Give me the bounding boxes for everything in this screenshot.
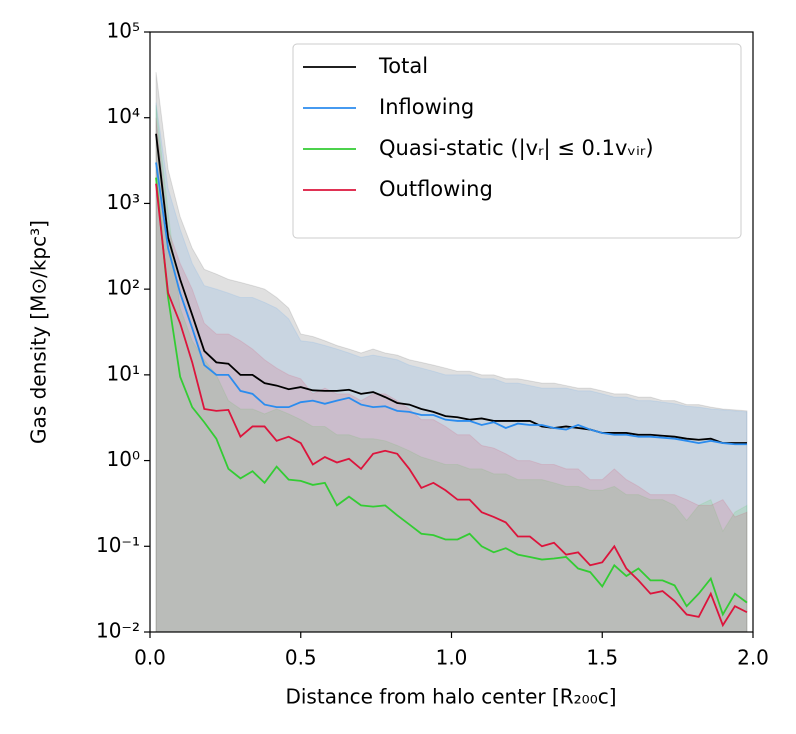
legend-box [292,43,742,239]
y-tick-label: 10⁻² [96,619,140,643]
y-tick-label: 10² [107,276,140,300]
range-band [155,105,748,632]
range-band [155,102,748,632]
y-tick-label: 10⁴ [107,104,140,128]
y-tick-label: 10⁵ [107,19,140,43]
x-tick-label: 1.5 [586,646,618,670]
plot-area [155,72,748,632]
range-band [155,117,748,632]
y-tick-label: 10³ [107,190,140,214]
legend-label: Inflowing [379,95,474,119]
legend-label: Quasi-static (|vᵣ| ≤ 0.1vᵥᵢᵣ) [379,136,654,161]
x-tick-label: 0.0 [134,646,166,670]
y-tick-label: 10⁰ [107,447,140,471]
series-line [155,133,747,444]
x-tick-label: 0.5 [285,646,317,670]
range-band [155,72,748,632]
y-tick-label: 10⁻¹ [96,533,140,557]
series-line [155,183,748,628]
y-axis-label: Gas density [M⊙/kpc³] [27,220,51,444]
x-tick-label: 1.0 [436,646,468,670]
series-line [155,177,748,617]
legend: Total Inflowing Quasi-static (|vᵣ| ≤ 0.1vᵥ… [292,43,742,239]
legend-label: Outflowing [379,177,493,201]
x-axis-label: Distance from halo center [R₂₀₀c] [285,685,616,709]
legend-label: Total [378,54,428,78]
x-tick-label: 2.0 [737,646,769,670]
y-tick-label: 10¹ [107,361,140,385]
series-line [155,162,747,446]
